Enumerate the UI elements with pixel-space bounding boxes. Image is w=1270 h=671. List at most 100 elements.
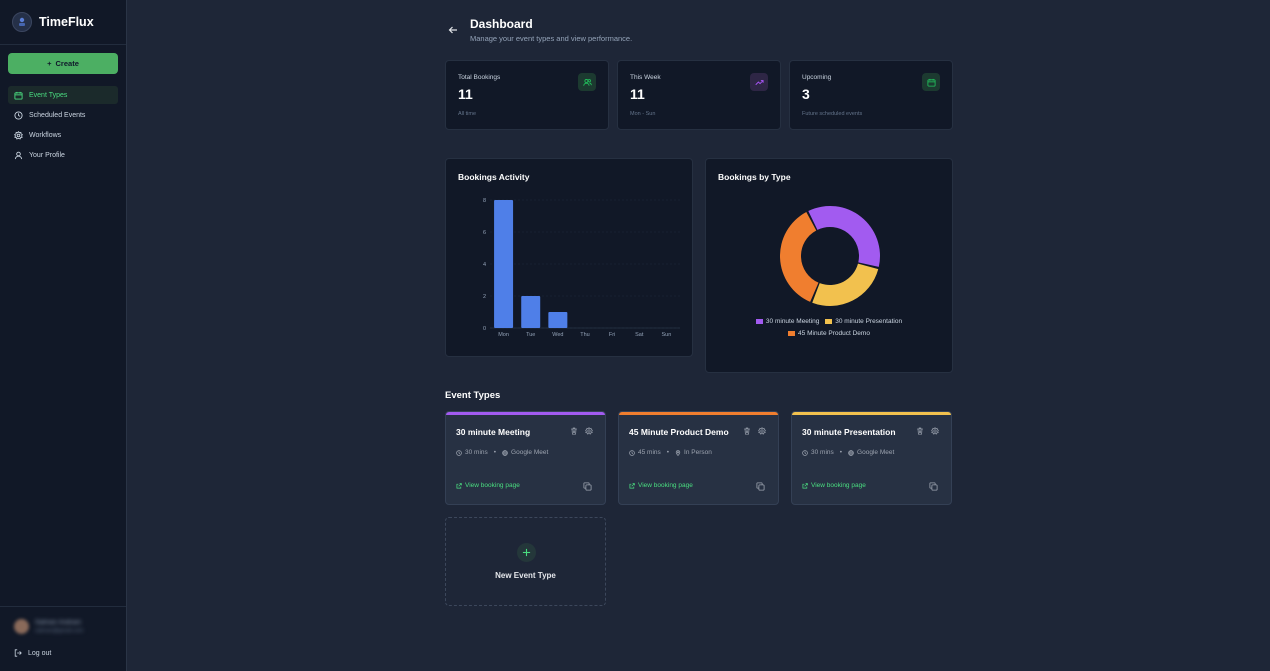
page-title: Dashboard	[470, 17, 533, 31]
bookings-activity-chart: 0 2 4 6 8 Mon Tue Wed Thu Fri Sat Sun	[483, 198, 680, 338]
back-arrow-icon[interactable]	[448, 25, 458, 35]
stat-label: Total Bookings	[458, 74, 501, 81]
copy-icon[interactable]	[583, 482, 592, 491]
event-duration: 45 mins	[638, 449, 661, 456]
sidebar-item-workflows[interactable]: Workflows	[8, 126, 118, 144]
link-label: View booking page	[811, 482, 866, 489]
stat-sub: Future scheduled events	[802, 111, 863, 117]
legend-swatch	[755, 319, 763, 324]
sidebar: TimeFlux + Create Event Types Scheduled …	[0, 0, 127, 671]
event-duration: 30 mins	[811, 449, 834, 456]
event-title: 30 minute Meeting	[456, 427, 531, 437]
sidebar-item-label: Scheduled Events	[29, 111, 86, 119]
plus-icon: +	[47, 59, 52, 68]
plus-icon	[517, 543, 536, 562]
trash-icon[interactable]	[916, 427, 924, 435]
event-color-bar	[619, 412, 778, 415]
gear-icon[interactable]	[585, 427, 593, 435]
trash-icon[interactable]	[570, 427, 578, 435]
sidebar-item-scheduled-events[interactable]: Scheduled Events	[8, 106, 118, 124]
stat-card-upcoming: Upcoming 3 Future scheduled events	[789, 60, 953, 130]
trash-icon[interactable]	[743, 427, 751, 435]
chart-legend-row-2: 45 Minute Product Demo	[706, 330, 952, 338]
logout-label: Log out	[28, 649, 52, 657]
sidebar-item-label: Event Types	[29, 91, 68, 99]
x-tick-label: Sat	[635, 332, 644, 338]
legend-item[interactable]: 45 Minute Product Demo	[788, 330, 870, 337]
separator-dot: •	[493, 449, 497, 456]
gear-icon	[14, 130, 23, 139]
clock-icon	[456, 449, 462, 456]
user-profile[interactable]: Salman Andrani salman@gmail.com	[14, 619, 83, 634]
brand[interactable]: TimeFlux	[12, 12, 94, 32]
globe-icon	[502, 449, 508, 456]
legend-label: 30 minute Presentation	[835, 318, 903, 325]
map-pin-icon	[675, 449, 681, 456]
stat-card-total-bookings: Total Bookings 11 All time	[445, 60, 609, 130]
view-booking-page-link[interactable]: View booking page	[456, 482, 520, 489]
gear-icon[interactable]	[931, 427, 939, 435]
gear-icon[interactable]	[758, 427, 766, 435]
donut-slice	[812, 263, 879, 306]
bookings-by-type-panel: Bookings by Type 30 minute Meeting 30 mi…	[705, 158, 953, 373]
page-subtitle: Manage your event types and view perform…	[470, 34, 633, 43]
logo-icon	[12, 12, 32, 32]
y-tick-label: 2	[483, 294, 486, 300]
event-meta: 45 mins • In Person	[629, 449, 712, 456]
event-title: 30 minute Presentation	[802, 427, 896, 437]
event-location: In Person	[684, 449, 712, 456]
stat-sub: All time	[458, 111, 477, 117]
x-tick-label: Fri	[609, 332, 615, 338]
stat-card-this-week: This Week 11 Mon - Sun	[617, 60, 781, 130]
bar	[494, 200, 514, 328]
sidebar-item-event-types[interactable]: Event Types	[8, 86, 118, 104]
legend-label: 30 minute Meeting	[765, 318, 820, 325]
trending-up-icon	[750, 73, 768, 91]
new-event-type-label: New Event Type	[495, 571, 556, 580]
legend-item[interactable]: 30 minute Meeting	[755, 318, 820, 325]
panel-title: Bookings by Type	[718, 172, 791, 182]
sidebar-item-label: Your Profile	[29, 151, 65, 159]
copy-icon[interactable]	[929, 482, 938, 491]
event-color-bar	[792, 412, 951, 415]
view-booking-page-link[interactable]: View booking page	[629, 482, 693, 489]
panel-title: Bookings Activity	[458, 172, 530, 182]
divider	[0, 44, 126, 45]
external-link-icon	[802, 482, 808, 488]
event-card-30-minute-presentation[interactable]: 30 minute Presentation 30 mins • Google …	[791, 411, 952, 505]
y-tick-label: 8	[483, 198, 486, 204]
legend-item[interactable]: 30 minute Presentation	[825, 318, 902, 325]
user-name: Salman Andrani	[35, 619, 81, 626]
view-booking-page-link[interactable]: View booking page	[802, 482, 866, 489]
sidebar-item-label: Workflows	[29, 131, 62, 139]
x-tick-label: Sun	[662, 332, 672, 338]
stat-value: 11	[630, 86, 645, 102]
stat-label: Upcoming	[802, 74, 832, 81]
separator-dot: •	[839, 449, 843, 456]
event-card-45-minute-product-demo[interactable]: 45 Minute Product Demo 45 mins • In Pers…	[618, 411, 779, 505]
event-card-30-minute-meeting[interactable]: 30 minute Meeting 30 mins • Google Meet …	[445, 411, 606, 505]
avatar	[14, 619, 29, 634]
stat-value: 3	[802, 86, 810, 102]
donut-slice	[808, 206, 880, 267]
y-tick-label: 6	[483, 230, 486, 236]
donut-slice	[780, 211, 819, 302]
event-location: Google Meet	[511, 449, 549, 456]
copy-icon[interactable]	[756, 482, 765, 491]
sidebar-item-your-profile[interactable]: Your Profile	[8, 146, 118, 164]
clock-icon	[14, 110, 23, 120]
create-button[interactable]: + Create	[8, 53, 118, 74]
bar	[521, 296, 541, 328]
event-title: 45 Minute Product Demo	[629, 427, 729, 437]
event-location: Google Meet	[857, 449, 895, 456]
logout-button[interactable]: Log out	[14, 649, 51, 657]
stat-label: This Week	[630, 74, 661, 81]
separator-dot: •	[666, 449, 670, 456]
event-color-bar	[446, 412, 605, 415]
chart-legend: 30 minute Meeting 30 minute Presentation	[706, 318, 952, 326]
y-tick-label: 0	[483, 326, 486, 332]
new-event-type-card[interactable]: New Event Type	[445, 517, 606, 606]
x-tick-label: Mon	[498, 332, 509, 338]
external-link-icon	[456, 482, 462, 488]
bookings-by-type-chart	[780, 206, 880, 306]
